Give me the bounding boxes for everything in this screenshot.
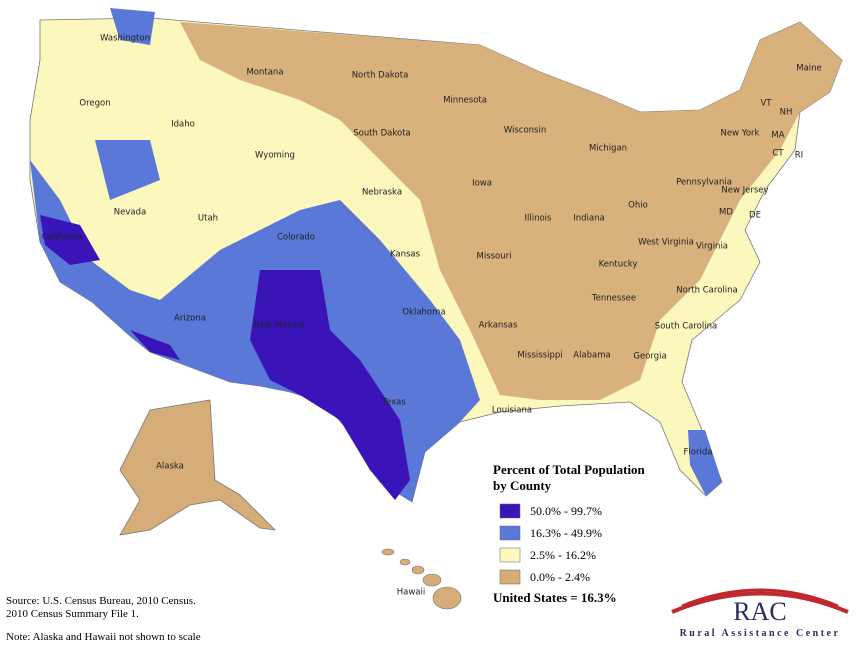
state-label: North Dakota	[352, 71, 409, 81]
note: Note: Alaska and Hawaii not shown to sca…	[6, 631, 201, 643]
map-shapes	[29, 8, 843, 610]
state-label: South Dakota	[353, 129, 411, 139]
state-label: DE	[749, 211, 761, 221]
legend: Percent of Total Population by County 50…	[493, 462, 646, 585]
state-label: Arkansas	[479, 321, 518, 331]
legend-title: Percent of Total Population	[493, 462, 646, 477]
hawaii-island	[422, 573, 442, 587]
state-label: Kentucky	[599, 260, 638, 270]
state-label: Georgia	[633, 352, 666, 362]
state-label: RI	[795, 151, 803, 161]
hawaii-island	[399, 558, 411, 566]
state-label: New York	[721, 129, 760, 139]
state-label: Hawaii	[397, 588, 425, 598]
state-label: MA	[771, 131, 784, 141]
state-label: Nebraska	[362, 188, 402, 198]
alaska	[119, 399, 277, 536]
state-label: Missouri	[477, 252, 512, 262]
hawaii-island	[432, 586, 462, 610]
legend-title: by County	[493, 478, 552, 493]
state-label: Florida	[684, 448, 713, 458]
state-label: New Jersey	[721, 186, 768, 196]
state-label: Michigan	[589, 144, 627, 154]
state-label: California	[42, 233, 82, 243]
state-label: Washington	[100, 34, 150, 44]
region-high	[40, 215, 100, 265]
legend-swatch	[499, 547, 521, 563]
state-label: MD	[719, 208, 733, 218]
logo-arc	[681, 588, 839, 608]
state-label: Nevada	[114, 208, 146, 218]
state-label: Utah	[198, 214, 218, 224]
legend-label: 50.0% - 99.7%	[530, 504, 602, 518]
state-label: Indiana	[573, 214, 604, 224]
state-label: Wisconsin	[504, 126, 546, 136]
region-mid	[688, 430, 722, 496]
state-label: Alaska	[156, 462, 184, 472]
state-label: Mississippi	[517, 351, 562, 361]
source: Source: U.S. Census Bureau, 2010 Census.	[6, 595, 196, 607]
state-label: Pennsylvania	[676, 178, 732, 188]
legend-swatch	[499, 503, 521, 519]
legend-swatch	[499, 525, 521, 541]
state-label: Ohio	[628, 201, 648, 211]
state-label: West Virginia	[638, 238, 694, 248]
state-label: Illinois	[525, 214, 553, 224]
summary: United States = 16.3%	[493, 590, 617, 605]
legend-label: 0.0% - 2.4%	[530, 570, 590, 584]
region-mid	[110, 8, 155, 45]
state-label: NH	[780, 108, 793, 118]
state-label: VT	[760, 99, 772, 109]
legend-label: 2.5% - 16.2%	[530, 548, 596, 562]
state-label: Texas	[381, 398, 406, 408]
state-label: Louisiana	[492, 406, 532, 416]
legend-swatch	[499, 569, 521, 585]
hawaii-island	[411, 565, 425, 575]
state-label: Kansas	[390, 250, 421, 260]
state-label: CT	[772, 149, 784, 159]
logo-arc	[671, 591, 849, 614]
region-high	[250, 270, 410, 500]
state-label: Montana	[246, 68, 283, 78]
hawaii-island	[381, 548, 395, 556]
state-label: New Mexico	[254, 321, 305, 331]
state-label: Alabama	[573, 351, 610, 361]
source: 2010 Census Summary File 1.	[6, 608, 139, 620]
region-low	[180, 22, 842, 400]
logo-mark: RAC	[733, 597, 786, 626]
state-label: Oregon	[79, 99, 110, 109]
state-label: Virginia	[696, 242, 728, 252]
legend-label: 16.3% - 49.9%	[530, 526, 602, 540]
state-label: North Carolina	[676, 286, 737, 296]
state-label: Maine	[796, 64, 822, 74]
logo-name: Rural Assistance Center	[680, 628, 841, 639]
state-label: Minnesota	[443, 96, 487, 106]
state-label: Idaho	[171, 120, 195, 130]
state-label: South Carolina	[655, 322, 717, 332]
state-label: Colorado	[277, 233, 315, 243]
state-label: Iowa	[472, 179, 492, 189]
state-label: Wyoming	[255, 151, 295, 161]
region-mid	[95, 140, 160, 200]
state-label: Arizona	[174, 314, 206, 324]
state-label: Tennessee	[591, 294, 636, 304]
region-high	[130, 330, 180, 360]
logo: RAC Rural Assistance Center	[671, 588, 849, 639]
state-label: Oklahoma	[402, 308, 445, 318]
state-labels: Washington Oregon Idaho Montana North Dakota…	[42, 34, 822, 598]
